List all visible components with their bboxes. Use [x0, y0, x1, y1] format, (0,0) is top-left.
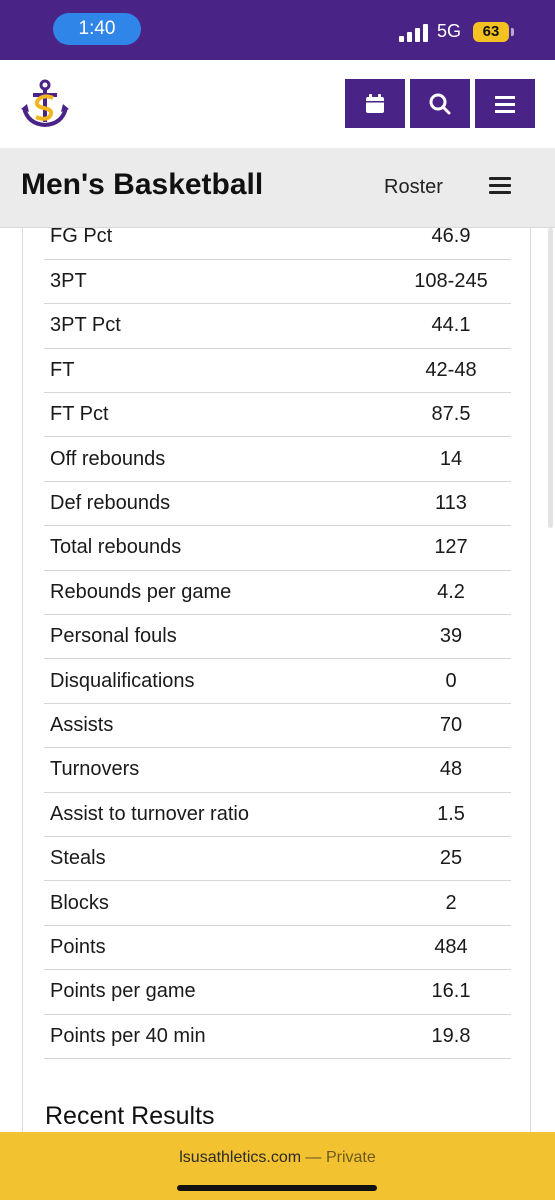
table-row: FG Pct 46.9 [44, 228, 511, 260]
table-row: Turnovers 48 [44, 747, 511, 793]
stat-label: Total rebounds [44, 525, 391, 571]
stat-value: 14 [391, 436, 511, 482]
recent-results-heading: Recent Results [45, 1102, 215, 1130]
url-line[interactable]: lsusathletics.com — Private [0, 1149, 555, 1167]
table-row: Points 484 [44, 925, 511, 971]
stat-value: 484 [391, 925, 511, 971]
stat-label: FT Pct [44, 392, 391, 438]
main-menu-button[interactable] [475, 79, 535, 128]
cellular-signal-icon [399, 24, 429, 42]
stat-value: 44.1 [391, 303, 511, 349]
url-domain: lsusathletics.com [179, 1149, 302, 1166]
anchor-sl-logo-icon[interactable] [20, 78, 70, 130]
stat-value: 16.1 [391, 969, 511, 1015]
sport-sub-header: Men's Basketball Roster [0, 148, 555, 228]
table-row: Points per 40 min 19.8 [44, 1014, 511, 1059]
stat-label: Personal fouls [44, 614, 391, 660]
stat-label: Points per game [44, 969, 391, 1015]
network-type: 5G [437, 21, 462, 41]
stat-label: Assists [44, 703, 391, 749]
stat-value: 0 [391, 658, 511, 704]
stat-label: Points [44, 925, 391, 971]
main-content: FG Pct 46.9 3PT 108-245 3PT Pct 44.1 FT 42-48 FT… [0, 228, 555, 1132]
stat-value: 70 [391, 703, 511, 749]
stat-label: 3PT Pct [44, 303, 391, 349]
stat-label: Blocks [44, 880, 391, 926]
table-row: Steals 25 [44, 836, 511, 882]
sport-menu-icon[interactable] [489, 177, 511, 195]
player-stats-table: FG Pct 46.9 3PT 108-245 3PT Pct 44.1 FT 42-48 FT… [44, 228, 511, 1059]
menu-icon [495, 95, 515, 113]
table-row: Def rebounds 113 [44, 481, 511, 527]
stat-label: 3PT [44, 259, 391, 305]
stat-value: 127 [391, 525, 511, 571]
stat-label: Disqualifications [44, 658, 391, 704]
stat-value: 108-245 [391, 259, 511, 305]
status-time[interactable]: 1:40 [53, 13, 141, 45]
stat-label: Assist to turnover ratio [44, 792, 391, 837]
stat-value: 39 [391, 614, 511, 660]
stat-label: Off rebounds [44, 436, 391, 482]
stat-value: 87.5 [391, 392, 511, 438]
stat-label: Turnovers [44, 747, 391, 793]
stat-value: 2 [391, 880, 511, 926]
table-row: Personal fouls 39 [44, 614, 511, 660]
table-row: Assists 70 [44, 703, 511, 749]
table-row: 3PT 108-245 [44, 259, 511, 305]
table-row: Rebounds per game 4.2 [44, 570, 511, 616]
stat-value: 4.2 [391, 570, 511, 616]
sport-title[interactable]: Men's Basketball [21, 168, 264, 201]
stat-value: 48 [391, 747, 511, 793]
roster-link[interactable]: Roster [384, 176, 443, 198]
stat-label: Rebounds per game [44, 570, 391, 616]
stat-value: 25 [391, 836, 511, 882]
table-row: Blocks 2 [44, 880, 511, 926]
search-button[interactable] [410, 79, 470, 128]
scrollbar[interactable] [548, 228, 553, 528]
table-row: Disqualifications 0 [44, 658, 511, 704]
battery-cap [511, 28, 514, 36]
url-separator: — [305, 1149, 322, 1166]
stat-label: FT [44, 348, 391, 394]
browser-address-bar[interactable]: lsusathletics.com — Private [0, 1132, 555, 1200]
stat-label: Steals [44, 836, 391, 882]
table-row: 3PT Pct 44.1 [44, 303, 511, 349]
stat-value: 1.5 [391, 792, 511, 837]
table-row: Assist to turnover ratio 1.5 [44, 792, 511, 837]
search-icon [429, 93, 451, 114]
calendar-icon [366, 93, 384, 113]
stat-value: 19.8 [391, 1014, 511, 1059]
private-mode-label: Private [325, 1149, 376, 1166]
table-row: FT 42-48 [44, 348, 511, 394]
site-header [0, 60, 555, 148]
table-row: Points per game 16.1 [44, 969, 511, 1015]
stat-label: FG Pct [44, 228, 391, 260]
stat-label: Def rebounds [44, 481, 391, 527]
battery-icon: 63 [473, 22, 509, 42]
table-row: FT Pct 87.5 [44, 392, 511, 438]
table-row: Off rebounds 14 [44, 436, 511, 482]
calendar-button[interactable] [345, 79, 405, 128]
table-row: Total rebounds 127 [44, 525, 511, 571]
stat-value: 42-48 [391, 348, 511, 394]
home-indicator[interactable] [177, 1185, 377, 1191]
stat-value: 113 [391, 481, 511, 527]
stat-value: 46.9 [391, 228, 511, 260]
stat-label: Points per 40 min [44, 1014, 391, 1059]
status-bar: 1:40 5G 63 [0, 0, 555, 60]
